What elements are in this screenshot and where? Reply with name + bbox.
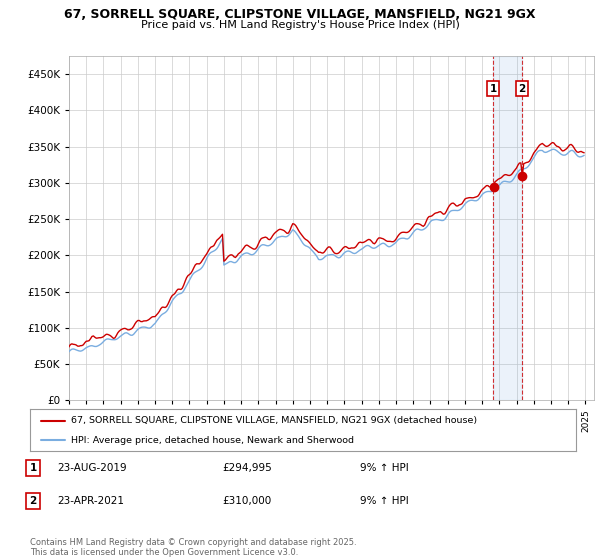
Text: 67, SORRELL SQUARE, CLIPSTONE VILLAGE, MANSFIELD, NG21 9GX (detached house): 67, SORRELL SQUARE, CLIPSTONE VILLAGE, M… (71, 416, 477, 425)
Text: 67, SORRELL SQUARE, CLIPSTONE VILLAGE, MANSFIELD, NG21 9GX: 67, SORRELL SQUARE, CLIPSTONE VILLAGE, M… (64, 8, 536, 21)
Text: HPI: Average price, detached house, Newark and Sherwood: HPI: Average price, detached house, Newa… (71, 436, 354, 445)
Text: 23-APR-2021: 23-APR-2021 (57, 496, 124, 506)
Text: 2: 2 (29, 496, 37, 506)
Text: Contains HM Land Registry data © Crown copyright and database right 2025.
This d: Contains HM Land Registry data © Crown c… (30, 538, 356, 557)
Text: 23-AUG-2019: 23-AUG-2019 (57, 463, 127, 473)
Text: 1: 1 (29, 463, 37, 473)
Text: Price paid vs. HM Land Registry's House Price Index (HPI): Price paid vs. HM Land Registry's House … (140, 20, 460, 30)
Text: 9% ↑ HPI: 9% ↑ HPI (360, 463, 409, 473)
Bar (493, 56, 522, 400)
Text: 9% ↑ HPI: 9% ↑ HPI (360, 496, 409, 506)
Text: 1: 1 (490, 83, 497, 94)
Text: £310,000: £310,000 (222, 496, 271, 506)
Text: £294,995: £294,995 (222, 463, 272, 473)
Text: 2: 2 (518, 83, 526, 94)
